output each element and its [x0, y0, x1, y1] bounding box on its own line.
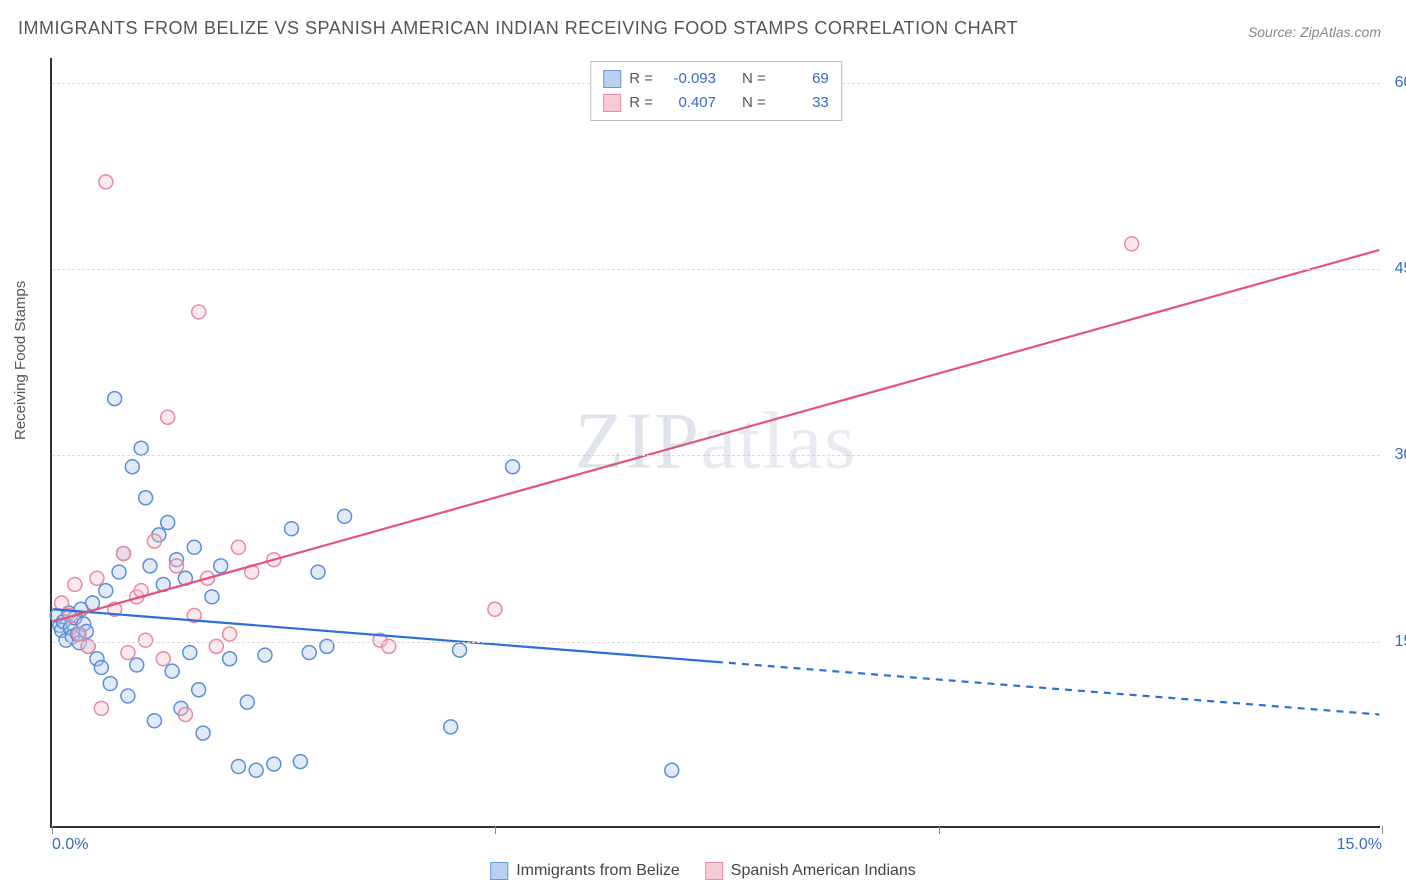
data-point [453, 643, 467, 657]
r-label: R = [629, 67, 653, 91]
series-legend: Immigrants from Belize Spanish American … [490, 862, 916, 880]
data-point [293, 755, 307, 769]
y-tick-label: 45.0% [1385, 260, 1406, 278]
data-point [130, 658, 144, 672]
data-point [192, 683, 206, 697]
legend-item: Immigrants from Belize [490, 862, 680, 880]
data-point [488, 602, 502, 616]
n-value-2: 33 [774, 91, 829, 115]
data-point [68, 577, 82, 591]
data-point [139, 491, 153, 505]
data-point [302, 646, 316, 660]
data-point [94, 660, 108, 674]
data-point [112, 565, 126, 579]
data-point [108, 392, 122, 406]
data-point [338, 509, 352, 523]
legend-row: R = 0.407 N = 33 [603, 91, 829, 115]
data-point [125, 460, 139, 474]
regression-line-extrapolated [716, 662, 1379, 715]
data-point [121, 689, 135, 703]
legend-item: Spanish American Indians [705, 862, 916, 880]
data-point [506, 460, 520, 474]
data-point [285, 522, 299, 536]
data-point [205, 590, 219, 604]
data-point [147, 534, 161, 548]
y-tick-label: 15.0% [1385, 633, 1406, 651]
data-point [311, 565, 325, 579]
data-point [192, 305, 206, 319]
data-point [214, 559, 228, 573]
data-point [240, 695, 254, 709]
data-point [231, 540, 245, 554]
data-point [187, 540, 201, 554]
n-label: N = [742, 91, 766, 115]
n-label: N = [742, 67, 766, 91]
legend-row: R = -0.093 N = 69 [603, 67, 829, 91]
data-point [178, 708, 192, 722]
regression-line [53, 250, 1380, 622]
data-point [196, 726, 210, 740]
y-axis-label: Receiving Food Stamps [12, 281, 29, 440]
data-point [134, 441, 148, 455]
source-label: Source: ZipAtlas.com [1248, 24, 1381, 40]
data-point [147, 714, 161, 728]
data-point [121, 646, 135, 660]
grid-line [52, 269, 1380, 270]
chart-title: IMMIGRANTS FROM BELIZE VS SPANISH AMERIC… [18, 18, 1018, 39]
swatch-series-2 [603, 94, 621, 112]
correlation-legend: R = -0.093 N = 69 R = 0.407 N = 33 [590, 61, 842, 121]
data-point [267, 757, 281, 771]
data-point [94, 701, 108, 715]
legend-label-1: Immigrants from Belize [516, 862, 680, 880]
data-point [223, 652, 237, 666]
data-point [103, 677, 117, 691]
n-value-1: 69 [774, 67, 829, 91]
y-tick-label: 30.0% [1385, 446, 1406, 464]
plot-area: ZIPatlas R = -0.093 N = 69 R = 0.407 N =… [50, 58, 1380, 828]
data-point [139, 633, 153, 647]
data-point [170, 559, 184, 573]
data-point [161, 410, 175, 424]
data-point [116, 547, 130, 561]
data-point [1125, 237, 1139, 251]
grid-line [52, 642, 1380, 643]
data-point [249, 763, 263, 777]
chart-svg [52, 58, 1380, 826]
data-point [231, 760, 245, 774]
x-tick [1382, 826, 1383, 834]
r-value-1: -0.093 [661, 67, 716, 91]
x-tick [495, 826, 496, 834]
grid-line [52, 455, 1380, 456]
data-point [143, 559, 157, 573]
data-point [165, 664, 179, 678]
x-tick-label: 15.0% [1337, 836, 1382, 854]
data-point [99, 175, 113, 189]
data-point [161, 516, 175, 530]
data-point [444, 720, 458, 734]
y-tick-label: 60.0% [1385, 74, 1406, 92]
r-value-2: 0.407 [661, 91, 716, 115]
data-point [86, 596, 100, 610]
x-tick [52, 826, 53, 834]
data-point [156, 652, 170, 666]
x-tick [939, 826, 940, 834]
data-point [665, 763, 679, 777]
swatch-series-1 [490, 862, 508, 880]
legend-label-2: Spanish American Indians [731, 862, 916, 880]
data-point [55, 596, 69, 610]
r-label: R = [629, 91, 653, 115]
swatch-series-1 [603, 70, 621, 88]
x-tick-label: 0.0% [52, 836, 88, 854]
data-point [90, 571, 104, 585]
data-point [99, 584, 113, 598]
data-point [183, 646, 197, 660]
regression-line [53, 609, 716, 662]
data-point [72, 627, 86, 641]
data-point [223, 627, 237, 641]
data-point [258, 648, 272, 662]
swatch-series-2 [705, 862, 723, 880]
